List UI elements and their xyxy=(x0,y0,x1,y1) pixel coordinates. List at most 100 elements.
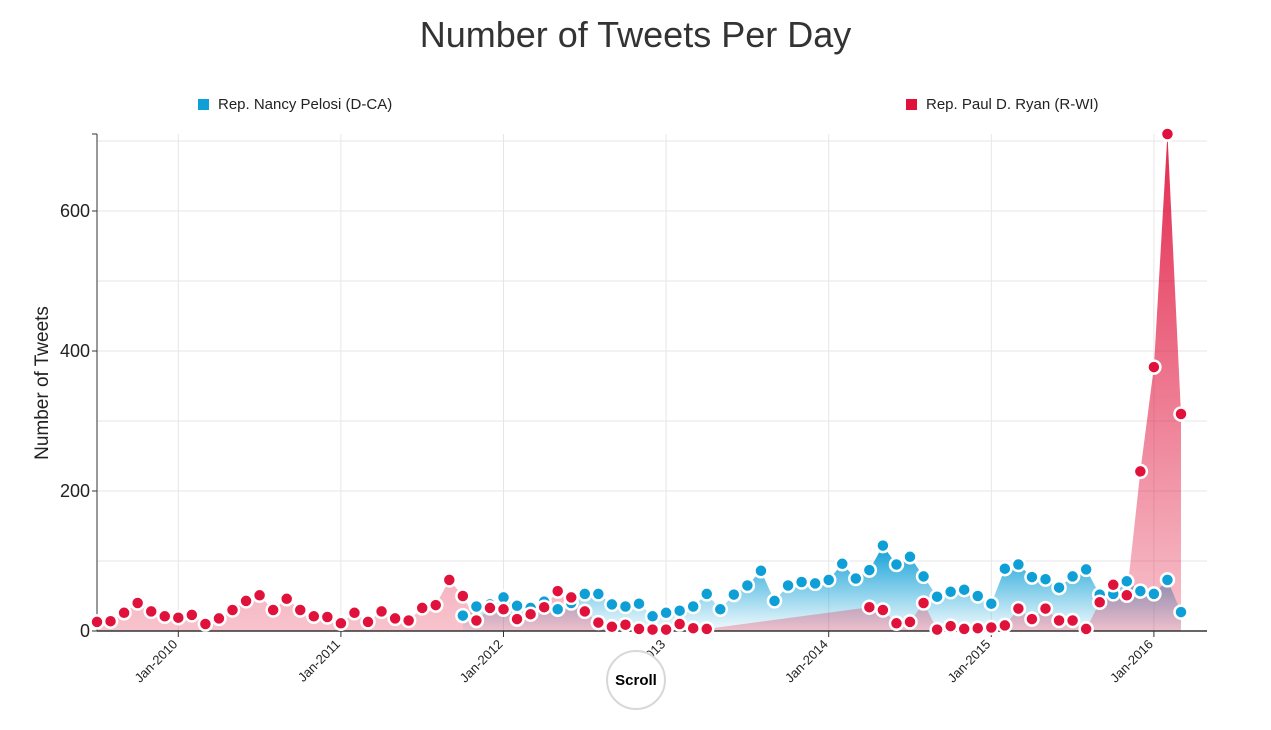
data-point-series-1[interactable] xyxy=(441,572,458,588)
data-point-series-0[interactable] xyxy=(468,598,485,615)
data-point-series-1[interactable] xyxy=(129,595,146,611)
data-point-series-0[interactable] xyxy=(942,584,959,600)
data-point-series-1[interactable] xyxy=(902,614,918,630)
data-point-series-0[interactable] xyxy=(617,598,634,615)
data-point-series-1[interactable] xyxy=(956,621,972,637)
data-point-series-0[interactable] xyxy=(509,598,525,614)
data-point-series-1[interactable] xyxy=(685,620,701,636)
data-point-series-1[interactable] xyxy=(1119,587,1135,604)
data-point-series-0[interactable] xyxy=(1173,604,1189,620)
data-point-series-1[interactable] xyxy=(536,599,552,615)
data-point-series-1[interactable] xyxy=(292,602,308,618)
data-point-series-0[interactable] xyxy=(644,608,661,625)
legend-item-ryan[interactable]: Rep. Paul D. Ryan (R-WI) xyxy=(906,96,1099,113)
data-point-series-1[interactable] xyxy=(184,607,200,623)
data-point-series-1[interactable] xyxy=(102,613,119,629)
data-point-series-0[interactable] xyxy=(726,586,742,603)
data-point-series-1[interactable] xyxy=(143,603,159,620)
data-point-series-1[interactable] xyxy=(265,602,281,618)
data-point-series-1[interactable] xyxy=(549,583,566,599)
data-point-series-1[interactable] xyxy=(197,616,214,632)
data-point-series-0[interactable] xyxy=(888,556,905,573)
data-point-series-0[interactable] xyxy=(658,605,674,621)
data-point-series-0[interactable] xyxy=(1064,568,1081,585)
data-point-series-0[interactable] xyxy=(861,562,878,578)
data-point-series-0[interactable] xyxy=(983,595,1000,612)
data-point-series-1[interactable] xyxy=(170,609,187,626)
data-point-series-0[interactable] xyxy=(1078,561,1094,578)
data-point-series-1[interactable] xyxy=(509,611,525,627)
data-point-series-1[interactable] xyxy=(360,614,376,630)
data-point-series-1[interactable] xyxy=(617,616,634,633)
data-point-series-1[interactable] xyxy=(563,589,579,606)
data-point-series-0[interactable] xyxy=(712,601,729,618)
data-point-series-0[interactable] xyxy=(753,563,769,579)
data-point-series-1[interactable] xyxy=(251,587,268,604)
data-point-series-0[interactable] xyxy=(848,570,864,587)
data-point-series-0[interactable] xyxy=(604,596,620,613)
data-point-series-1[interactable] xyxy=(157,608,173,625)
legend-item-pelosi[interactable]: Rep. Nancy Pelosi (D-CA) xyxy=(198,96,392,113)
data-point-series-1[interactable] xyxy=(1037,600,1054,617)
data-point-series-0[interactable] xyxy=(739,577,756,594)
data-point-series-1[interactable] xyxy=(604,619,620,635)
data-point-series-1[interactable] xyxy=(238,593,254,609)
data-point-series-0[interactable] xyxy=(807,575,823,592)
data-point-series-0[interactable] xyxy=(875,537,891,554)
data-point-series-1[interactable] xyxy=(1064,612,1081,629)
data-point-series-1[interactable] xyxy=(428,597,444,613)
data-point-series-1[interactable] xyxy=(373,603,390,620)
data-point-series-0[interactable] xyxy=(902,549,918,565)
data-point-series-0[interactable] xyxy=(915,568,932,585)
data-point-series-0[interactable] xyxy=(820,572,837,588)
data-point-series-0[interactable] xyxy=(834,556,850,572)
data-point-series-1[interactable] xyxy=(1078,621,1094,637)
data-point-series-1[interactable] xyxy=(455,588,471,604)
data-point-series-1[interactable] xyxy=(1010,600,1027,617)
scroll-button[interactable]: Scroll xyxy=(606,650,666,710)
data-point-series-1[interactable] xyxy=(577,603,593,620)
data-point-series-0[interactable] xyxy=(549,601,566,618)
data-point-series-1[interactable] xyxy=(929,621,945,638)
data-point-series-1[interactable] xyxy=(387,610,403,627)
data-point-series-1[interactable] xyxy=(319,609,336,625)
data-point-series-0[interactable] xyxy=(1037,571,1054,587)
data-point-series-1[interactable] xyxy=(224,602,241,618)
data-point-series-0[interactable] xyxy=(590,586,607,602)
data-point-series-0[interactable] xyxy=(671,602,688,619)
data-point-series-1[interactable] xyxy=(699,621,715,637)
data-point-series-0[interactable] xyxy=(997,560,1013,577)
data-point-series-0[interactable] xyxy=(577,586,593,602)
data-point-series-1[interactable] xyxy=(631,621,647,637)
data-point-series-0[interactable] xyxy=(685,598,701,615)
data-point-series-1[interactable] xyxy=(875,602,891,618)
data-point-series-1[interactable] xyxy=(671,616,688,632)
data-point-series-1[interactable] xyxy=(942,618,959,634)
data-point-series-0[interactable] xyxy=(929,588,945,605)
data-point-series-0[interactable] xyxy=(455,607,471,624)
data-point-series-1[interactable] xyxy=(1159,126,1176,142)
data-point-series-1[interactable] xyxy=(400,612,417,629)
data-point-series-1[interactable] xyxy=(414,600,430,616)
data-point-series-0[interactable] xyxy=(1159,572,1176,588)
data-point-series-0[interactable] xyxy=(1010,556,1027,573)
data-point-series-1[interactable] xyxy=(970,620,986,636)
data-point-series-1[interactable] xyxy=(1051,612,1067,629)
data-point-series-0[interactable] xyxy=(1132,583,1149,599)
data-point-series-1[interactable] xyxy=(333,615,349,632)
data-point-series-1[interactable] xyxy=(1132,463,1149,480)
data-point-series-0[interactable] xyxy=(793,574,810,590)
data-point-series-0[interactable] xyxy=(1146,586,1162,602)
data-point-series-0[interactable] xyxy=(970,588,986,604)
data-point-series-1[interactable] xyxy=(1024,611,1040,627)
data-point-series-1[interactable] xyxy=(1173,406,1189,422)
data-point-series-1[interactable] xyxy=(644,621,661,638)
data-point-series-1[interactable] xyxy=(468,612,485,629)
data-point-series-0[interactable] xyxy=(1119,573,1135,590)
data-point-series-1[interactable] xyxy=(116,605,132,621)
data-point-series-1[interactable] xyxy=(89,614,105,630)
data-point-series-1[interactable] xyxy=(915,595,932,611)
data-point-series-1[interactable] xyxy=(482,600,498,616)
data-point-series-0[interactable] xyxy=(699,586,715,602)
data-point-series-0[interactable] xyxy=(631,595,647,612)
